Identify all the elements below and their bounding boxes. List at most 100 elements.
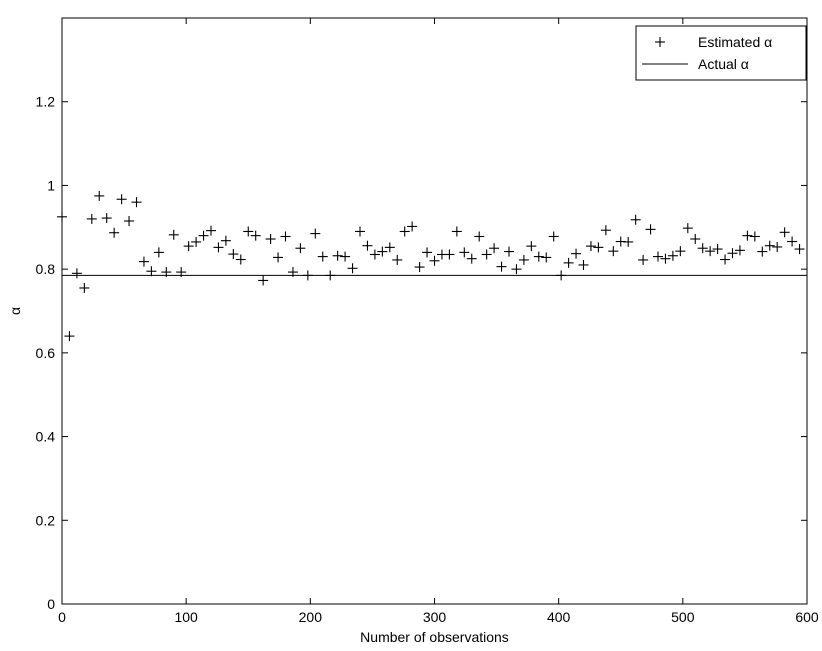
y-tick-label: 0 xyxy=(47,596,55,612)
estimated-alpha-point xyxy=(362,240,373,251)
x-tick-label: 400 xyxy=(547,609,571,625)
estimated-alpha-point xyxy=(563,257,574,268)
estimated-alpha-point xyxy=(585,241,596,252)
x-tick-label: 600 xyxy=(795,609,819,625)
y-tick-label: 1 xyxy=(47,177,55,193)
estimated-alpha-point xyxy=(153,247,164,258)
estimated-alpha-markers xyxy=(57,190,805,342)
legend-plus-marker xyxy=(655,37,665,47)
estimated-alpha-point xyxy=(548,231,559,242)
estimated-alpha-point xyxy=(474,231,485,242)
estimated-alpha-point xyxy=(168,229,179,240)
x-axis-label: Number of observations xyxy=(360,629,509,645)
estimated-alpha-point xyxy=(638,254,649,265)
estimated-alpha-point xyxy=(79,282,90,293)
estimated-alpha-point xyxy=(116,194,127,205)
estimated-alpha-point xyxy=(220,235,231,246)
estimated-alpha-point xyxy=(295,243,306,254)
estimated-alpha-point xyxy=(794,244,805,255)
estimated-alpha-point xyxy=(675,246,686,257)
estimated-alpha-point xyxy=(392,254,403,265)
estimated-alpha-point xyxy=(779,227,790,238)
estimated-alpha-point xyxy=(124,216,135,227)
estimated-alpha-point xyxy=(653,251,663,262)
estimated-alpha-point xyxy=(191,236,202,247)
estimated-alpha-point xyxy=(712,244,723,255)
estimated-alpha-point xyxy=(429,255,440,266)
y-tick-label: 0.4 xyxy=(36,429,56,445)
estimated-alpha-point xyxy=(526,241,537,252)
estimated-alpha-point xyxy=(146,266,157,277)
estimated-alpha-point xyxy=(94,190,105,201)
y-tick-label: 0.6 xyxy=(36,345,56,361)
x-tick-label: 300 xyxy=(423,609,447,625)
estimated-alpha-point xyxy=(720,254,731,265)
x-tick-label: 500 xyxy=(671,609,695,625)
estimated-alpha-point xyxy=(414,262,425,273)
estimated-alpha-point xyxy=(444,249,455,260)
plot-area xyxy=(62,18,807,604)
estimated-alpha-point xyxy=(690,234,701,245)
estimated-alpha-point xyxy=(198,230,209,241)
y-tick-label: 0.2 xyxy=(36,512,56,528)
y-tick-label: 1.2 xyxy=(36,94,56,110)
legend-label-actual: Actual α xyxy=(698,56,749,72)
estimated-alpha-point xyxy=(183,241,194,252)
estimated-alpha-point xyxy=(355,226,365,237)
estimated-alpha-point xyxy=(422,247,433,258)
legend-label-estimated: Estimated α xyxy=(698,34,772,50)
estimated-alpha-point xyxy=(101,213,112,224)
estimated-alpha-point xyxy=(533,251,544,262)
estimated-alpha-point xyxy=(772,241,783,252)
x-tick-label: 0 xyxy=(58,609,66,625)
estimated-alpha-point xyxy=(496,261,507,272)
estimated-alpha-point xyxy=(459,247,470,258)
estimated-alpha-point xyxy=(347,263,358,274)
estimated-alpha-point xyxy=(228,249,239,260)
y-tick-label: 0.8 xyxy=(36,261,56,277)
estimated-alpha-point xyxy=(727,248,738,259)
estimated-alpha-point xyxy=(213,242,224,253)
estimated-alpha-point xyxy=(71,268,82,279)
estimated-alpha-point xyxy=(489,243,500,254)
legend: Estimated α Actual α xyxy=(635,25,807,81)
estimated-alpha-point xyxy=(317,251,328,262)
estimated-alpha-point xyxy=(138,256,149,267)
estimated-alpha-point xyxy=(742,230,753,241)
estimated-alpha-point xyxy=(310,228,321,239)
estimated-alpha-point xyxy=(265,234,276,245)
estimated-alpha-point xyxy=(451,226,462,237)
estimated-alpha-point xyxy=(667,250,678,261)
estimated-alpha-point xyxy=(273,252,284,263)
estimated-alpha-point xyxy=(399,226,410,237)
estimated-alpha-point xyxy=(64,331,75,342)
estimated-alpha-point xyxy=(705,246,716,257)
estimated-alpha-point xyxy=(243,226,254,237)
estimated-alpha-point xyxy=(466,253,477,264)
estimated-alpha-point xyxy=(660,253,671,264)
estimated-alpha-point xyxy=(206,225,216,236)
estimated-alpha-point xyxy=(131,197,142,208)
estimated-alpha-point xyxy=(697,243,708,254)
estimated-alpha-point xyxy=(511,264,522,275)
estimated-alpha-point xyxy=(369,249,380,260)
x-tick-label: 100 xyxy=(174,609,198,625)
estimated-alpha-point xyxy=(608,246,619,257)
estimated-alpha-point xyxy=(734,245,745,256)
estimated-alpha-point xyxy=(280,231,291,242)
estimated-alpha-point xyxy=(541,252,552,263)
estimated-alpha-point xyxy=(384,242,395,253)
estimated-alpha-point xyxy=(600,225,611,236)
estimated-alpha-point xyxy=(258,275,269,286)
axis-ticks: 0 100 200 300 400 500 600 0 0.2 0.4 0.6 0.8 1 1.2 xyxy=(36,18,819,625)
estimated-alpha-point xyxy=(250,230,261,241)
estimated-alpha-point xyxy=(332,250,343,261)
estimated-alpha-point xyxy=(481,249,492,260)
x-tick-label: 200 xyxy=(299,609,323,625)
estimated-alpha-point xyxy=(757,246,768,257)
estimated-alpha-point xyxy=(593,242,604,253)
estimated-alpha-point xyxy=(518,254,529,265)
estimated-alpha-point xyxy=(504,246,514,257)
estimated-alpha-point xyxy=(764,240,775,251)
